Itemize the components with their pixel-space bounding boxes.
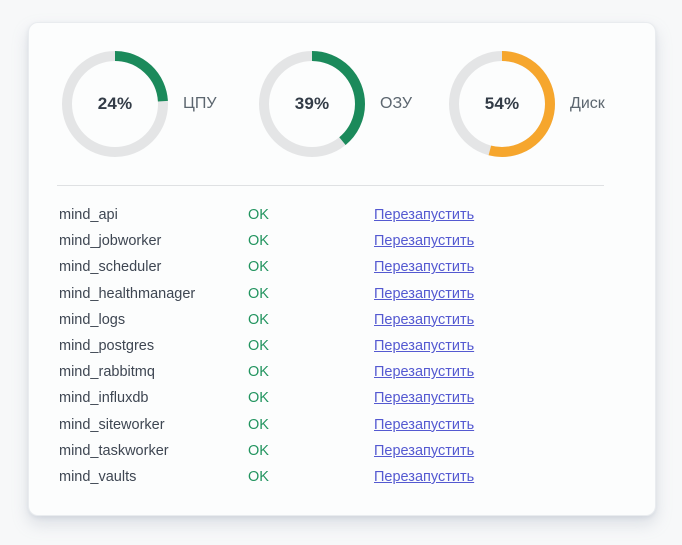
services-list: mind_api OK Перезапустить mind_jobworker…	[29, 202, 655, 490]
restart-link[interactable]: Перезапустить	[374, 364, 475, 381]
service-row: mind_api OK Перезапустить	[29, 202, 655, 228]
service-row: mind_siteworker OK Перезапустить	[29, 412, 655, 438]
service-name: mind_scheduler	[59, 259, 162, 276]
service-row: mind_postgres OK Перезапустить	[29, 333, 655, 359]
service-status-ok: OK	[248, 311, 269, 328]
gauge-percent-value: 24%	[97, 94, 133, 113]
gauge-value-arc	[259, 51, 365, 157]
system-monitor-card: 24% ЦПУ 39% ОЗУ 54% Диск mind_api OK Пер…	[28, 22, 656, 516]
gauge-percent-value: 54%	[484, 94, 520, 113]
service-name: mind_healthmanager	[59, 285, 196, 302]
restart-link[interactable]: Перезапустить	[374, 390, 475, 407]
restart-link[interactable]: Перезапустить	[374, 468, 475, 485]
service-status-ok: OK	[248, 442, 269, 459]
service-row: mind_rabbitmq OK Перезапустить	[29, 359, 655, 385]
service-row: mind_taskworker OK Перезапустить	[29, 438, 655, 464]
service-status-ok: OK	[248, 285, 269, 302]
gauge-ring: 39%	[259, 51, 365, 157]
gauge-value-arc	[62, 51, 168, 157]
service-name: mind_jobworker	[59, 233, 162, 250]
gauge-label: Диск	[570, 95, 605, 112]
service-status-ok: OK	[248, 364, 269, 381]
service-name: mind_api	[59, 207, 118, 224]
gauge-ram: 39% ОЗУ	[259, 51, 412, 157]
service-status-ok: OK	[248, 416, 269, 433]
service-name: mind_vaults	[59, 468, 137, 485]
service-name: mind_logs	[59, 311, 126, 328]
gauge-ring: 54%	[449, 51, 555, 157]
restart-link[interactable]: Перезапустить	[374, 338, 475, 355]
gauge-value-arc	[449, 51, 555, 157]
gauge-cpu: 24% ЦПУ	[62, 51, 217, 157]
section-divider	[57, 185, 604, 186]
service-status-ok: OK	[248, 233, 269, 250]
restart-link[interactable]: Перезапустить	[374, 442, 475, 459]
service-status-ok: OK	[248, 468, 269, 485]
gauge-percent-value: 39%	[294, 94, 330, 113]
gauge-disk: 54% Диск	[449, 51, 605, 157]
service-row: mind_jobworker OK Перезапустить	[29, 228, 655, 254]
service-name: mind_rabbitmq	[59, 364, 155, 381]
gauge-ring: 24%	[62, 51, 168, 157]
service-row: mind_vaults OK Перезапустить	[29, 464, 655, 490]
service-name: mind_postgres	[59, 338, 155, 355]
restart-link[interactable]: Перезапустить	[374, 416, 475, 433]
service-status-ok: OK	[248, 207, 269, 224]
gauge-ring-svg	[62, 51, 168, 157]
service-status-ok: OK	[248, 390, 269, 407]
restart-link[interactable]: Перезапустить	[374, 233, 475, 250]
service-name: mind_influxdb	[59, 390, 149, 407]
service-row: mind_healthmanager OK Перезапустить	[29, 281, 655, 307]
service-row: mind_influxdb OK Перезапустить	[29, 385, 655, 411]
restart-link[interactable]: Перезапустить	[374, 285, 475, 302]
service-row: mind_scheduler OK Перезапустить	[29, 254, 655, 280]
restart-link[interactable]: Перезапустить	[374, 259, 475, 276]
gauge-ring-svg	[259, 51, 365, 157]
service-name: mind_taskworker	[59, 442, 169, 459]
service-name: mind_siteworker	[59, 416, 165, 433]
service-status-ok: OK	[248, 259, 269, 276]
restart-link[interactable]: Перезапустить	[374, 207, 475, 224]
gauge-ring-svg	[449, 51, 555, 157]
service-row: mind_logs OK Перезапустить	[29, 307, 655, 333]
gauges-row: 24% ЦПУ 39% ОЗУ 54% Диск	[29, 51, 655, 157]
restart-link[interactable]: Перезапустить	[374, 311, 475, 328]
gauge-label: ЦПУ	[183, 95, 217, 112]
service-status-ok: OK	[248, 338, 269, 355]
gauge-label: ОЗУ	[380, 95, 413, 112]
